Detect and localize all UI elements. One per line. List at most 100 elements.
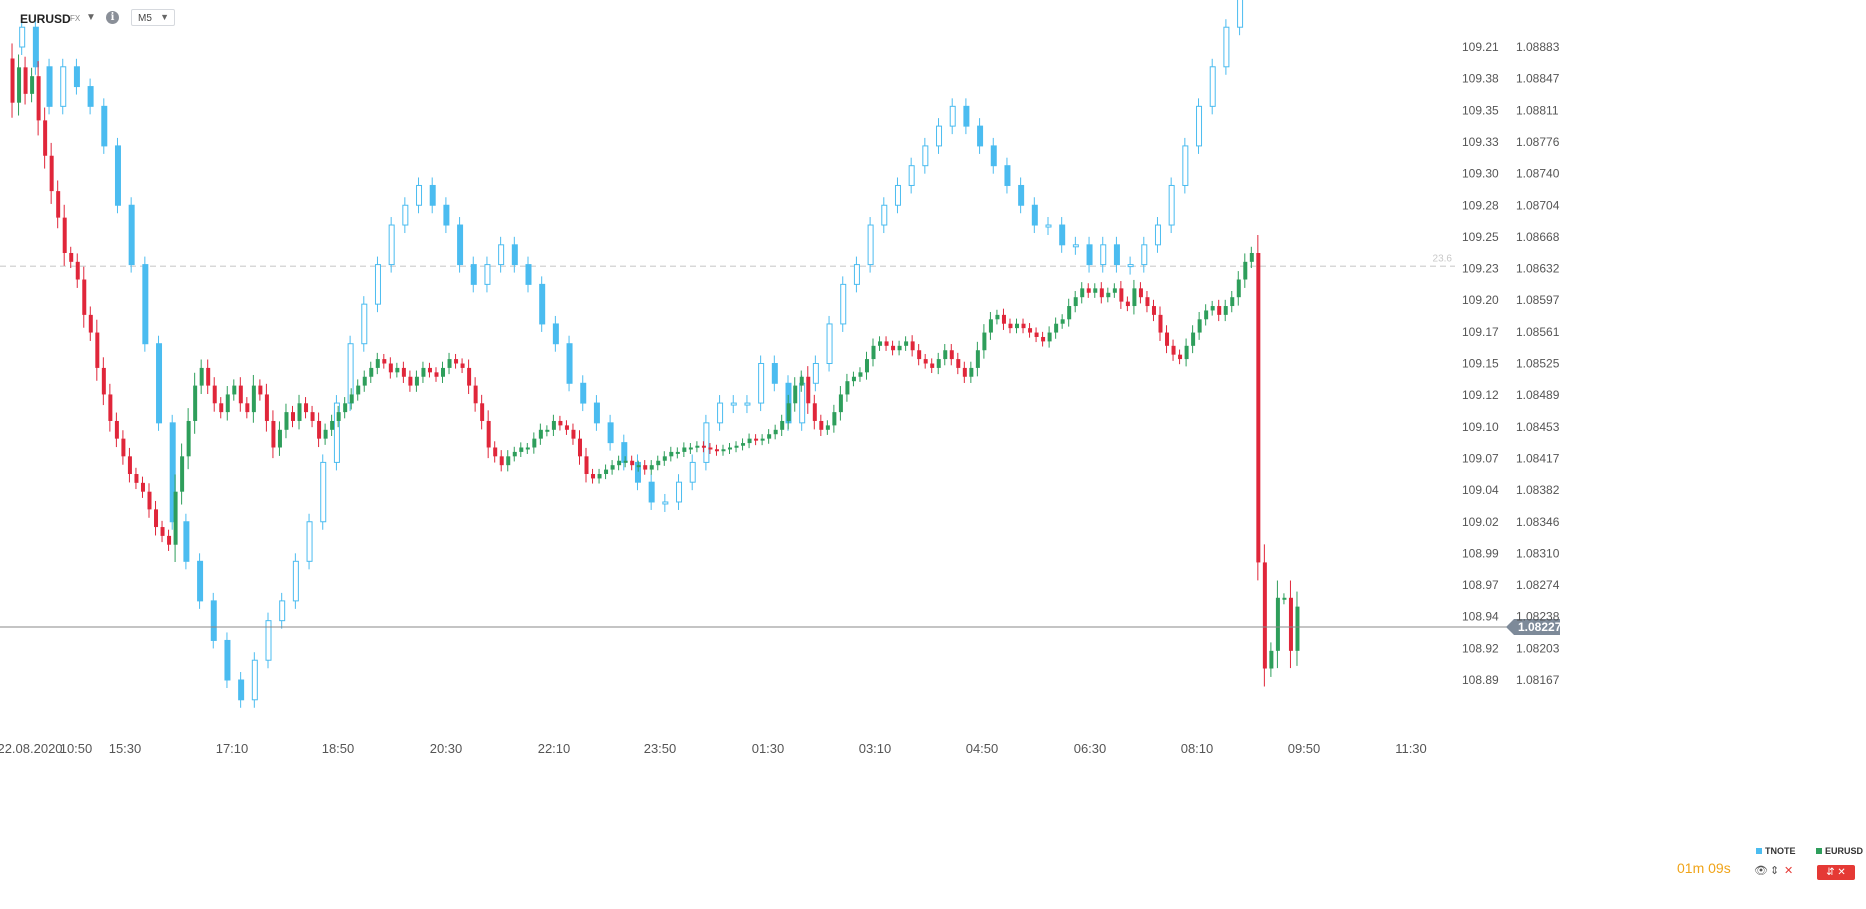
eurusd-axis-tick: 1.08847 <box>1516 72 1560 86</box>
eurusd-candle <box>701 445 706 448</box>
eurusd-candle <box>741 443 746 446</box>
eurusd-candle <box>649 465 654 470</box>
eurusd-candle <box>447 359 452 368</box>
eurusd-candle <box>806 376 811 404</box>
eye-icon[interactable]: 👁 <box>1754 865 1768 877</box>
eurusd-candle <box>43 120 48 156</box>
eurusd-candle <box>75 261 80 280</box>
eurusd-candle <box>623 460 628 463</box>
tnote-candle <box>1127 264 1134 268</box>
tnote-axis-tick: 108.89 <box>1462 673 1499 687</box>
eurusd-price-axis[interactable]: 1.08883 1.08847 1.08811 1.08776 1.08740 1.087… <box>1516 40 1560 687</box>
eurusd-candle <box>1165 332 1170 346</box>
fib-level-line[interactable]: 23.6 <box>0 253 1455 268</box>
sort-arrows-icon[interactable]: ⇕ <box>1770 865 1780 877</box>
eurusd-candles[interactable] <box>10 43 1300 687</box>
eurusd-candle <box>1197 319 1202 333</box>
eurusd-candle <box>369 367 374 377</box>
fib-label: 23.6 <box>1433 253 1453 264</box>
tnote-candle <box>32 26 39 68</box>
tnote-overlay-series <box>19 0 1244 708</box>
chevron-down-icon[interactable]: ▼ <box>86 12 96 23</box>
eurusd-candle <box>441 367 446 377</box>
eurusd-candle <box>695 445 700 448</box>
info-icon[interactable]: i <box>106 11 119 24</box>
eurusd-candle <box>1171 345 1176 355</box>
eurusd-candle <box>95 332 100 368</box>
chart-header: EURUSD FX ▼ i M5 ▼ <box>0 0 1866 34</box>
eurusd-candle <box>1217 306 1222 315</box>
eurusd-candle <box>1080 288 1085 298</box>
eurusd-candle <box>832 412 837 426</box>
eurusd-candle <box>975 350 980 368</box>
symbol-name[interactable]: EURUSD <box>20 12 71 26</box>
chevron-down-icon: ▼ <box>160 12 169 22</box>
eurusd-candle <box>1249 252 1254 262</box>
tnote-candle <box>1100 244 1107 266</box>
eurusd-candle <box>356 385 361 395</box>
eurusd-candle <box>467 367 472 386</box>
eurusd-candle <box>551 420 556 430</box>
time-axis-tick: 11:30 <box>1395 741 1427 756</box>
eurusd-candle <box>825 425 830 430</box>
eurusd-candle <box>114 420 119 439</box>
tnote-candle <box>949 105 956 127</box>
time-axis-tick: 01:30 <box>752 741 785 756</box>
remove-series-button[interactable]: ⇵ ✕ <box>1817 865 1855 880</box>
tnote-candle <box>771 363 778 384</box>
eurusd-axis-tick: 1.08167 <box>1516 673 1560 687</box>
current-price-tag <box>1506 618 1560 635</box>
eurusd-axis-tick: 1.08417 <box>1516 451 1560 465</box>
eurusd-candle <box>69 252 74 262</box>
eurusd-candle <box>793 385 798 404</box>
eurusd-candle <box>1295 606 1300 651</box>
eurusd-candle <box>1191 332 1196 346</box>
tnote-candle <box>936 125 943 147</box>
eurusd-candle <box>173 491 178 545</box>
eurusd-axis-tick: 1.08525 <box>1516 357 1560 371</box>
tnote-candle <box>87 86 94 107</box>
eurusd-candle <box>1125 301 1130 307</box>
tnote-candle <box>1004 165 1011 186</box>
eurusd-candle <box>604 469 609 475</box>
series-legend: TNOTE EURUSD 👁 ⇕ ✕ <box>1742 846 1866 886</box>
legend-item-eurusd[interactable]: EURUSD <box>1816 846 1863 856</box>
eurusd-candle <box>545 429 550 432</box>
close-icon[interactable]: ✕ <box>1784 865 1794 877</box>
time-axis-tick: 10:50 <box>60 741 93 756</box>
tnote-candle <box>402 204 409 226</box>
timeframe-select[interactable]: M5 ▼ <box>131 9 175 26</box>
tnote-candle <box>443 204 450 226</box>
eurusd-candle <box>434 372 439 377</box>
eurusd-candle <box>127 456 132 475</box>
eurusd-candle <box>571 429 576 439</box>
eurusd-candle <box>49 155 54 192</box>
eurusd-candle <box>962 367 967 377</box>
eurusd-candle <box>421 367 426 377</box>
eurusd-candle <box>988 319 993 333</box>
tnote-axis-tick: 109.07 <box>1462 451 1499 465</box>
tnote-candle <box>1059 224 1066 246</box>
eurusd-candle <box>1001 314 1006 324</box>
legend-item-tnote[interactable]: TNOTE <box>1756 846 1796 856</box>
tnote-axis-tick: 108.92 <box>1462 641 1499 655</box>
eurusd-candle <box>780 420 785 430</box>
eurusd-axis-tick: 1.08704 <box>1516 198 1560 212</box>
candle-countdown-timer: 01m 09s <box>1677 860 1731 876</box>
eurusd-candle <box>904 341 909 346</box>
eurusd-candle <box>251 385 256 413</box>
eurusd-candle <box>734 445 739 448</box>
eurusd-candle <box>271 420 276 448</box>
tnote-candle <box>374 264 381 305</box>
tnote-candle <box>812 363 819 384</box>
tnote-candle <box>648 481 655 503</box>
eurusd-candle <box>1112 288 1117 293</box>
eurusd-candle <box>1210 306 1215 311</box>
eurusd-candle <box>323 429 328 439</box>
eurusd-candle <box>1275 597 1280 651</box>
tnote-candle <box>1072 244 1079 248</box>
tnote-candle <box>224 639 231 681</box>
eurusd-candle <box>1093 288 1098 293</box>
